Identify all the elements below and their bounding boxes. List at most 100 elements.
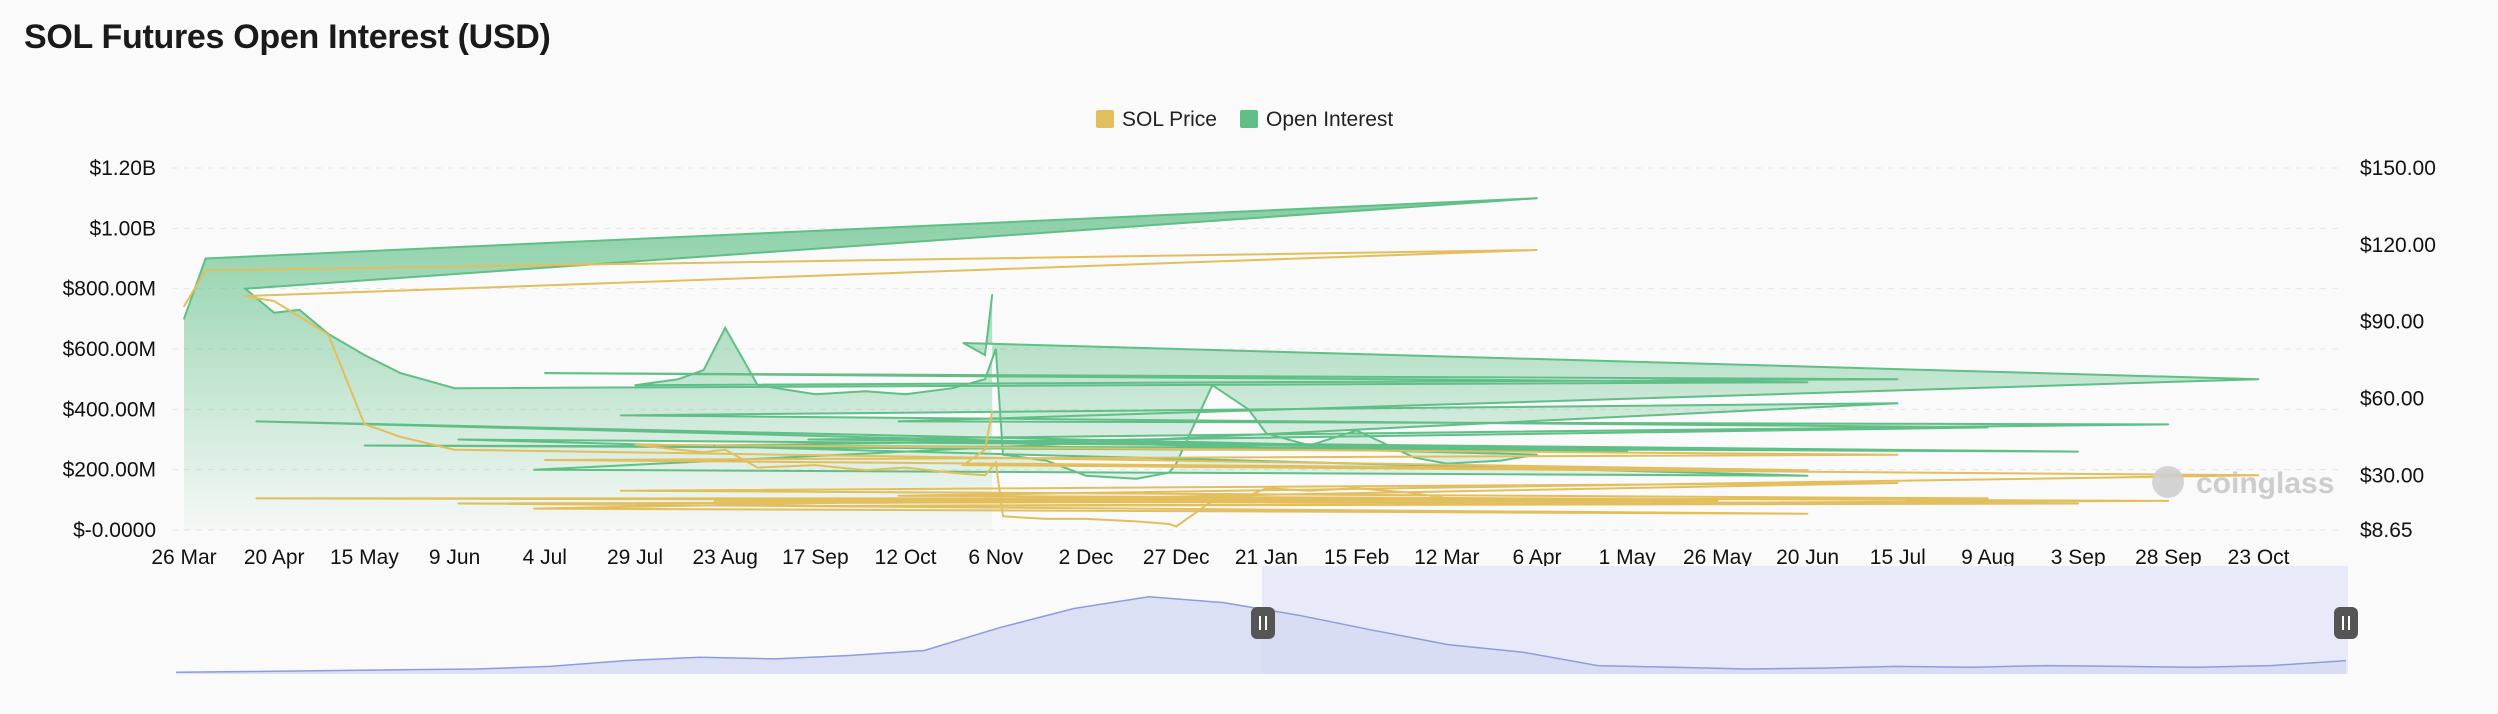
left-handle-grip-icon[interactable] <box>1251 607 1275 639</box>
open-interest-point <box>951 387 954 390</box>
x-tick-label: 3 Sep <box>2051 546 2106 569</box>
open-interest-point <box>1413 456 1416 459</box>
legend-item-price[interactable]: SOL Price <box>1096 108 1217 131</box>
sol-price-point <box>951 471 954 474</box>
navigator-left-handle[interactable] <box>1251 607 1275 639</box>
navigator[interactable] <box>175 566 2358 674</box>
x-tick-label: 2 Dec <box>1059 546 1114 569</box>
sol-price-point <box>453 448 456 451</box>
y-left-tick-label: $600.00M <box>63 338 156 361</box>
sol-price-point <box>273 300 276 302</box>
sol-price-point <box>713 500 716 502</box>
x-tick-label: 9 Jun <box>429 546 480 569</box>
sol-price-point <box>1211 500 1214 502</box>
sol-price-point <box>865 469 867 472</box>
open-interest-point <box>1308 444 1311 447</box>
sol-price-point <box>756 466 759 469</box>
sol-price-point <box>183 305 185 308</box>
sol-price-point <box>807 505 809 507</box>
x-tick-label: 20 Jun <box>1776 546 1839 569</box>
legend-item-oi[interactable]: Open Interest <box>1240 108 1393 131</box>
y-left-tick-label: $1.20B <box>89 157 156 180</box>
y-left-tick-label: $400.00M <box>63 398 156 421</box>
open-interest-point <box>702 369 705 371</box>
sol-price-point <box>984 474 986 477</box>
open-interest-point <box>634 384 636 387</box>
right-handle-grip-icon[interactable] <box>2334 607 2358 639</box>
open-interest-point <box>533 468 535 471</box>
open-interest-point <box>298 308 301 311</box>
sol-price-point <box>1045 518 1048 520</box>
open-interest-point <box>1536 453 1538 456</box>
sol-price-point <box>1716 500 1719 502</box>
sol-price-point <box>1536 249 1538 251</box>
y-right-tick-label: $150.00 <box>2360 157 2436 180</box>
sol-price-point <box>204 269 207 272</box>
x-tick-label: 15 May <box>330 546 399 569</box>
y-left-tick-label: $-0.0000 <box>73 519 156 542</box>
sol-price-point <box>984 448 986 451</box>
open-interest-point <box>1211 384 1214 387</box>
y-left-tick-label: $1.00B <box>89 217 156 240</box>
open-interest-point <box>1045 459 1048 462</box>
open-interest-point <box>363 354 366 356</box>
open-interest-point <box>1168 471 1170 474</box>
open-interest-point <box>897 420 900 423</box>
sol-price-point <box>1626 500 1628 502</box>
open-interest-point <box>457 438 460 441</box>
open-interest-point <box>544 372 546 374</box>
sol-price-point <box>1897 482 1899 484</box>
x-tick-label: 4 Jul <box>523 546 567 569</box>
open-interest-point <box>1446 462 1448 465</box>
legend-swatch-oi <box>1240 110 1258 128</box>
watermark: coinglass <box>2152 466 2334 500</box>
open-interest-point <box>453 387 456 390</box>
sol-price-point <box>2257 474 2260 477</box>
x-tick-label: 29 Jul <box>607 546 663 569</box>
sol-price-point <box>619 489 622 492</box>
open-interest-point <box>1500 459 1502 462</box>
open-interest-point <box>1247 408 1250 411</box>
sol-price-point <box>544 459 546 461</box>
open-interest-point <box>984 378 986 380</box>
sol-price-point <box>1806 512 1809 515</box>
open-interest-point <box>1806 474 1809 477</box>
open-interest-point <box>2257 378 2260 380</box>
open-interest-point <box>204 257 207 260</box>
sol-price-point <box>677 448 680 451</box>
sol-price-point <box>634 443 636 446</box>
sol-price-point <box>457 502 460 505</box>
sol-price-point <box>1413 492 1416 495</box>
y-right-ticks: $8.65 $30.00 $60.00 $90.00 $120.00 $150.00 <box>2360 157 2436 542</box>
sol-price-point <box>1002 515 1004 518</box>
open-interest-point <box>991 293 993 296</box>
open-interest-point <box>1135 477 1138 480</box>
x-tick-label: 9 Aug <box>1961 546 2015 569</box>
open-interest-line <box>183 197 2259 480</box>
open-interest-point <box>363 444 366 447</box>
sol-price-point <box>1446 497 1448 500</box>
open-interest-point <box>399 372 402 374</box>
y-right-tick-label: $60.00 <box>2360 387 2424 410</box>
open-interest-point <box>1987 426 1989 429</box>
open-interest-point <box>1085 474 1087 477</box>
x-tick-label: 15 Feb <box>1324 546 1389 569</box>
open-interest-point <box>724 327 726 329</box>
x-tick-label: 15 Jul <box>1870 546 1926 569</box>
open-interest-point <box>984 354 986 356</box>
sol-price-point <box>1175 525 1177 528</box>
x-tick-label: 27 Dec <box>1143 546 1210 569</box>
x-tick-label: 23 Aug <box>692 546 757 569</box>
y-right-tick-label: $30.00 <box>2360 464 2424 487</box>
y-right-tick-label: $90.00 <box>2360 311 2424 334</box>
open-interest-point <box>756 384 759 387</box>
open-interest-point <box>713 444 716 447</box>
open-interest-points <box>183 197 2260 480</box>
legend-label-oi: Open Interest <box>1266 108 1393 131</box>
sol-price-point <box>2167 500 2170 502</box>
sol-price-point <box>991 410 993 413</box>
x-tick-label: 6 Nov <box>968 546 1023 569</box>
navigator-right-handle[interactable] <box>2334 607 2358 639</box>
x-tick-label: 6 Apr <box>1512 546 1561 569</box>
